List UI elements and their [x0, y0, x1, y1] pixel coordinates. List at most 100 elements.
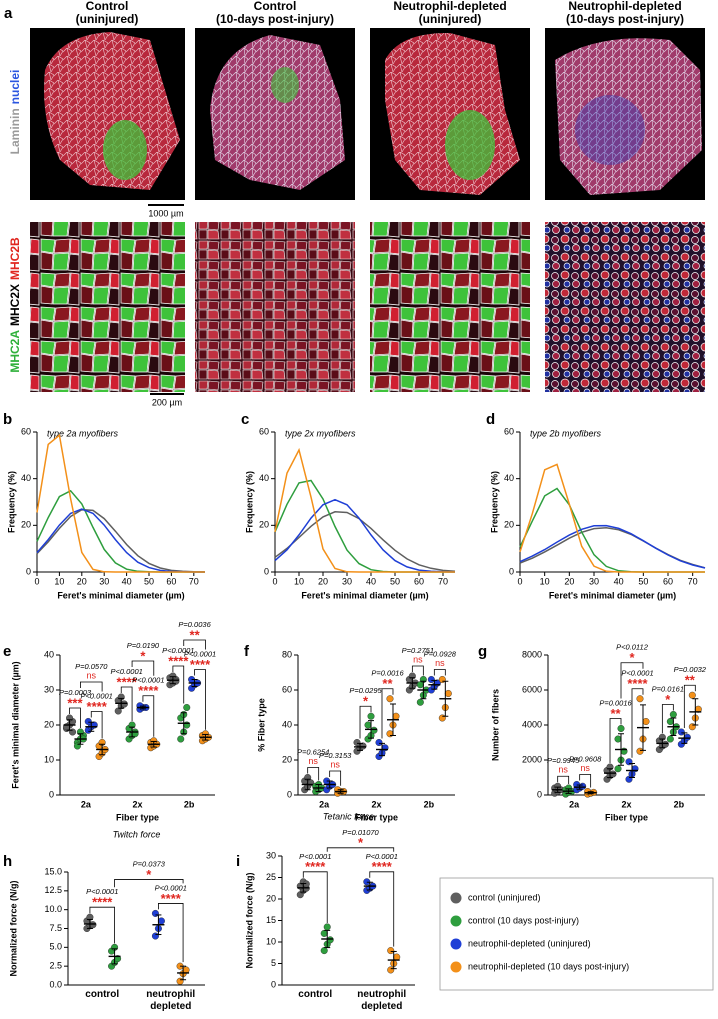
x-tick-label: 2x: [621, 799, 631, 809]
y-tick-label: 20: [282, 754, 292, 764]
significance-label: ns: [413, 654, 423, 664]
data-point: [683, 733, 691, 741]
y-tick-label: 10.0: [44, 904, 62, 914]
stain-name: nuclei: [8, 70, 22, 105]
x-tick-label: 70: [688, 576, 698, 586]
p-value: P=0.0570: [75, 662, 108, 671]
x-tick-label: 30: [589, 576, 599, 586]
x-tick-label: 40: [122, 576, 132, 586]
significance-bracket: [89, 906, 115, 944]
significance-bracket: [381, 688, 394, 739]
significance-label: ns: [580, 763, 590, 773]
x-tick-label: 20: [77, 576, 87, 586]
chart-title: type 2b myofibers: [530, 428, 602, 438]
stain-label: Laminin nuclei: [8, 70, 22, 155]
chart-title: Twitch force: [113, 829, 161, 839]
x-axis-label: Fiber type: [116, 812, 159, 822]
column-header: (uninjured): [419, 12, 482, 26]
significance-bracket: [158, 903, 184, 963]
p-value: P<0.0001: [132, 676, 164, 685]
significance-label: *: [629, 650, 635, 665]
legend-marker: [450, 915, 462, 927]
column-header: Control: [254, 0, 297, 13]
column-header: Neutrophil-depleted: [393, 0, 506, 13]
data-point: [614, 765, 622, 773]
p-value: P=0.0003: [59, 688, 92, 697]
data-point: [387, 966, 395, 974]
y-tick-label: 25: [266, 872, 276, 882]
y-tick-label: 5.0: [49, 942, 62, 952]
legend-label: control (10 days post-injury): [468, 915, 579, 925]
data-point: [183, 704, 191, 712]
data-point: [176, 977, 184, 985]
data-point: [364, 721, 372, 729]
significance-label: **: [610, 706, 621, 721]
y-axis-label: Feret's minimal diameter (µm): [10, 661, 20, 788]
y-axis-label: Frequency (%): [6, 471, 16, 533]
distribution-curve: [519, 463, 705, 573]
y-tick-label: 20: [259, 520, 269, 530]
p-value: P=0.3153: [319, 751, 352, 760]
significance-label: ****: [138, 683, 159, 698]
significance-label: ****: [117, 674, 138, 689]
x-tick-label: 0: [517, 576, 522, 586]
significance-bracket: [172, 665, 185, 704]
significance-bracket: [194, 669, 206, 730]
panel-letter: d: [486, 411, 495, 428]
significance-bracket: [114, 879, 184, 888]
data-point: [320, 947, 328, 955]
x-tick-label: 70: [438, 576, 448, 586]
y-tick-label: 0: [537, 789, 542, 799]
data-point: [617, 725, 625, 733]
stain-name: MHC2X: [8, 284, 22, 326]
data-point: [89, 921, 97, 929]
panel-letter: h: [3, 853, 12, 870]
significance-bracket: [131, 660, 155, 676]
data-point: [73, 742, 81, 750]
panel-letter: i: [236, 853, 240, 870]
p-value: P=0.2751: [402, 646, 434, 655]
fiber-image: [370, 222, 530, 392]
x-tick-label: 2b: [184, 799, 195, 809]
data-point: [609, 770, 617, 778]
significance-label: ns: [330, 759, 340, 769]
significance-bracket: [620, 662, 644, 699]
p-value: P=0.0032: [674, 665, 707, 674]
panel-letter: e: [3, 643, 11, 660]
y-tick-label: 80: [282, 649, 292, 659]
data-point: [688, 723, 696, 731]
p-value: P=0.0036: [178, 620, 211, 629]
data-point: [370, 726, 378, 734]
significance-bracket: [302, 871, 328, 923]
y-tick-label: 40: [259, 473, 269, 483]
x-tick-label: 50: [638, 576, 648, 586]
data-point: [444, 690, 452, 698]
significance-bracket: [80, 681, 103, 692]
significance-label: *: [358, 835, 364, 850]
legend-label: neutrophil-depleted (10 days post-injury…: [468, 961, 629, 971]
y-tick-label: 5: [271, 958, 276, 968]
y-tick-label: 20: [44, 719, 54, 729]
x-tick-label: 30: [342, 576, 352, 586]
p-value: P<0.0001: [86, 887, 118, 896]
x-tick-label: 10: [294, 576, 304, 586]
x-tick-label: 2b: [674, 799, 685, 809]
data-point: [614, 735, 622, 743]
y-tick-label: 40: [44, 649, 54, 659]
x-axis-label: Feret's minimal diameter (µm): [301, 590, 428, 600]
panel-letter: a: [4, 5, 13, 22]
significance-label: ***: [67, 695, 83, 710]
data-point: [666, 718, 674, 726]
data-point: [182, 966, 190, 974]
significance-label: ****: [372, 859, 393, 874]
data-point: [636, 747, 644, 755]
column-header: (uninjured): [76, 12, 139, 26]
x-tick-label: 2a: [569, 799, 580, 809]
significance-label: ****: [168, 653, 189, 668]
data-point: [427, 676, 435, 684]
distribution-curve: [36, 508, 206, 573]
type-2a-region: [271, 67, 299, 103]
data-point: [661, 740, 669, 748]
legend-label: neutrophil-depleted (uninjured): [468, 938, 591, 948]
distribution-curve: [274, 447, 455, 573]
